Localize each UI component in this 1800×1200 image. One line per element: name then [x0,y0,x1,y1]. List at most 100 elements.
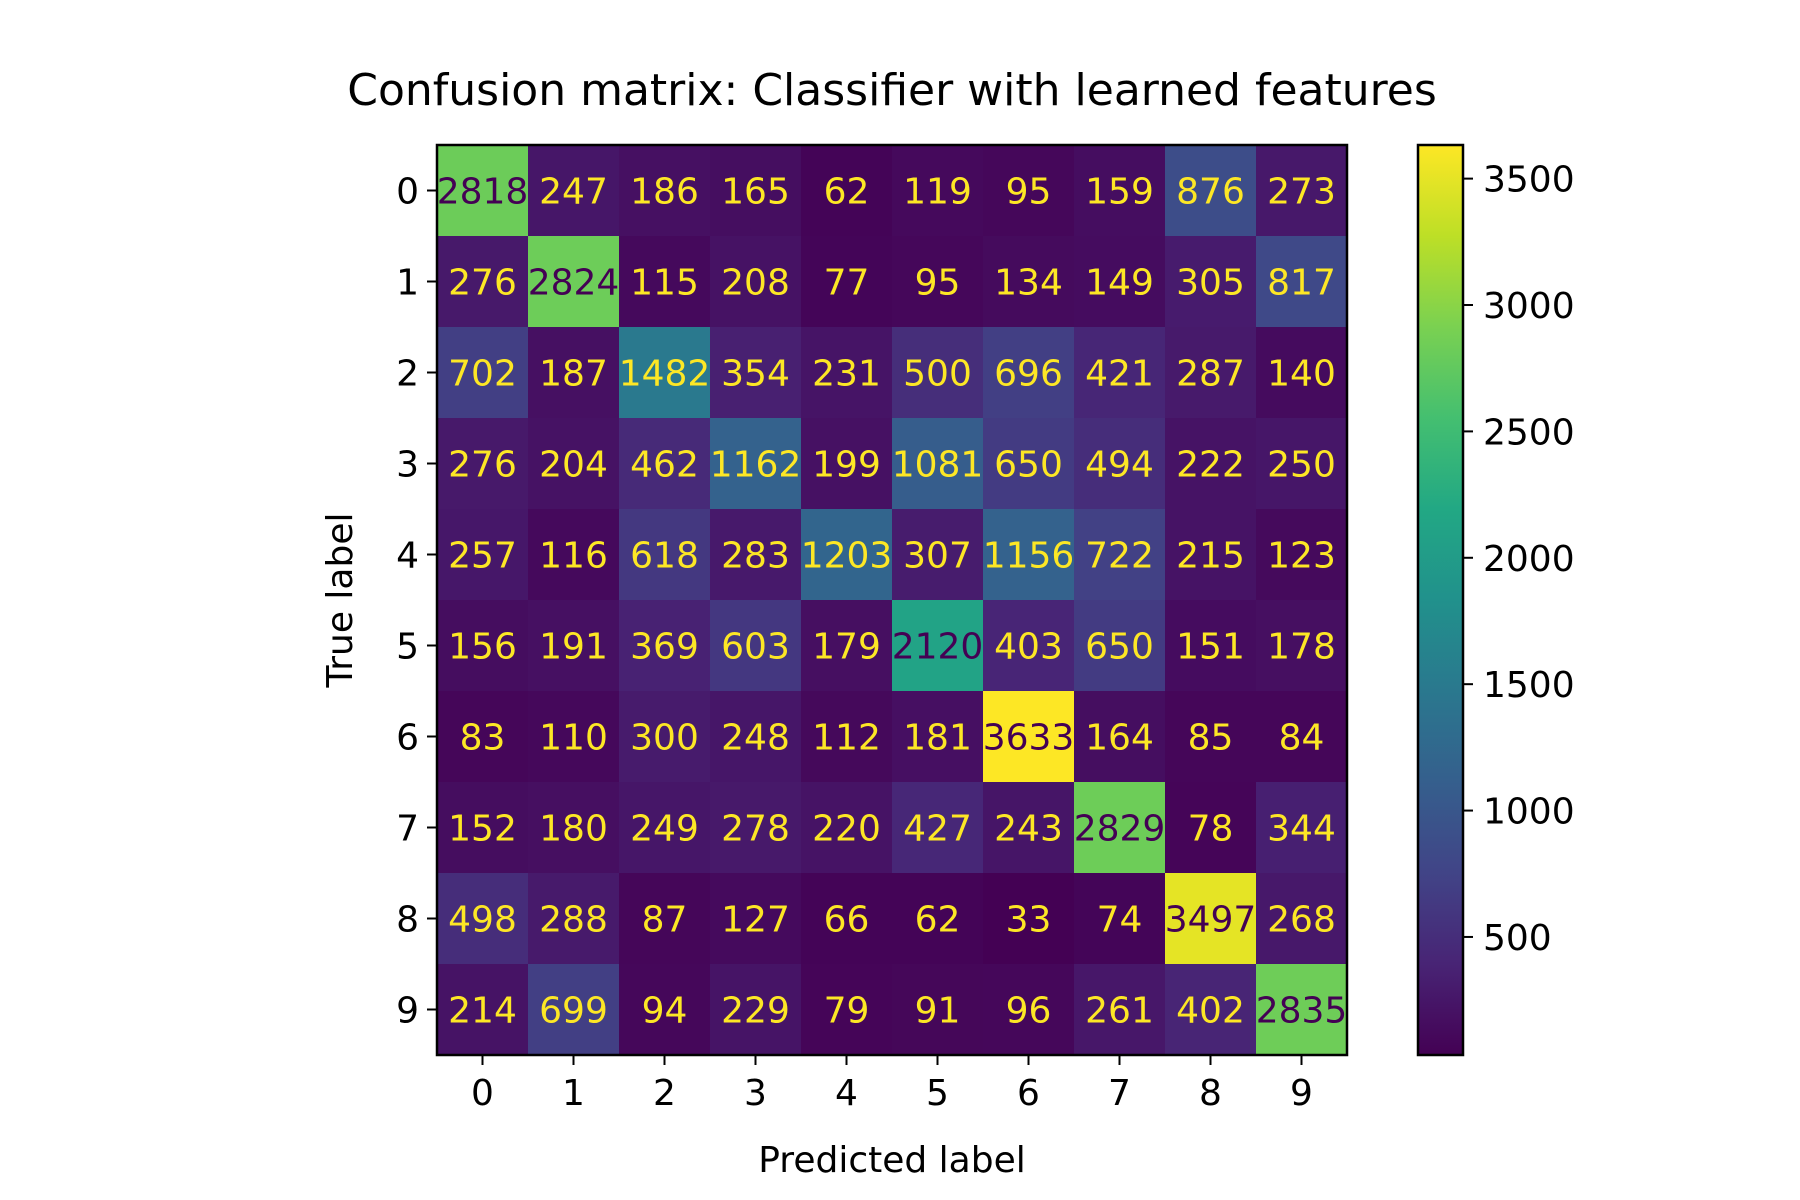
colorbar-ticks: 500 1000 1500 2000 2500 3000 3500 [1463,160,1575,959]
heatmap-cell [1074,509,1166,601]
cell-value-label: 187 [539,354,608,395]
heatmap-cell [1165,236,1257,328]
heatmap-cell [892,600,984,692]
heatmap-cell [1074,600,1166,692]
cell-value-label: 249 [630,809,699,850]
cell-value-label: 722 [1085,536,1154,577]
heatmap-cell [983,873,1075,965]
colorbar-tick-label: 3000 [1483,286,1575,327]
heatmap-cell [892,782,984,874]
heatmap-cell [1165,327,1257,419]
cell-value-label: 215 [1176,536,1245,577]
cell-value-label: 2835 [1256,991,1348,1032]
heatmap-cell [801,600,893,692]
heatmap-cell [710,418,802,510]
cell-value-label: 199 [812,445,881,486]
cell-value-label: 164 [1085,718,1154,759]
heatmap-cell [710,873,802,965]
y-tick-label: 4 [396,536,419,577]
cell-value-label: 119 [903,172,972,213]
cell-value-label: 462 [630,445,699,486]
heatmap-cell [528,236,620,328]
cell-value-label: 2120 [892,627,984,668]
x-tick-label: 9 [1290,1073,1313,1114]
x-axis-label: Predicted label [758,1140,1026,1181]
x-tick-label: 0 [471,1073,494,1114]
heatmap-cell [801,145,893,237]
heatmap-cell [1256,964,1348,1056]
y-tick-label: 9 [396,991,419,1032]
heatmap-cell [1256,145,1348,237]
cell-value-label: 2829 [1074,809,1166,850]
cell-value-label: 3633 [983,718,1075,759]
heatmap-cell [892,873,984,965]
cell-value-labels: 2818 247 186 165 62 119 95 159 876 273 276 2824 115 2… [437,172,1348,1032]
cell-value-label: 112 [812,718,881,759]
cell-value-label: 2824 [528,263,620,304]
y-tick-label: 8 [396,900,419,941]
colorbar-tick-label: 500 [1483,918,1552,959]
x-tick-label: 6 [1017,1073,1040,1114]
heatmap-cell [1256,600,1348,692]
cell-value-label: 278 [721,809,790,850]
cell-value-label: 702 [448,354,517,395]
heatmap-cell [983,782,1075,874]
heatmap-cell [892,691,984,783]
cell-value-label: 283 [721,536,790,577]
colorbar-tick-label: 2000 [1483,539,1575,580]
cell-value-label: 222 [1176,445,1245,486]
cell-value-label: 403 [994,627,1063,668]
heatmap-cell [528,418,620,510]
colorbar [1416,143,1465,1057]
heatmap-cell [710,600,802,692]
cell-value-label: 696 [994,354,1063,395]
heatmap-cell [437,145,529,237]
cell-value-label: 268 [1267,900,1336,941]
cell-value-label: 186 [630,172,699,213]
cell-value-label: 287 [1176,354,1245,395]
cell-value-label: 165 [721,172,790,213]
heatmap-cell [1256,509,1348,601]
heatmap-cell [1074,145,1166,237]
cell-value-label: 1081 [892,445,984,486]
cell-value-label: 152 [448,809,517,850]
cell-value-label: 307 [903,536,972,577]
cell-value-label: 110 [539,718,608,759]
x-tick-label: 8 [1199,1073,1222,1114]
heatmap-cell [892,236,984,328]
heatmap-cell [801,418,893,510]
heatmap-cell [892,418,984,510]
heatmap-cell [1165,418,1257,510]
cell-value-label: 421 [1085,354,1154,395]
cell-value-label: 85 [1188,718,1234,759]
cell-value-label: 66 [824,900,870,941]
cell-value-label: 243 [994,809,1063,850]
cell-value-label: 33 [1006,900,1052,941]
colorbar-tick-label: 2500 [1483,412,1575,453]
cell-value-label: 95 [915,263,961,304]
heatmap-cell [619,236,711,328]
heatmap-cell [1074,964,1166,1056]
cell-value-label: 650 [994,445,1063,486]
heatmap-cell [801,327,893,419]
cell-value-label: 214 [448,991,517,1032]
heatmap-cell [1165,509,1257,601]
y-axis-ticks: 0 1 2 3 4 5 6 7 8 9 [396,172,437,1032]
x-axis-ticks: 0 1 2 3 4 5 6 7 8 9 [471,1055,1313,1114]
cell-value-label: 1162 [710,445,802,486]
heatmap-cell [619,418,711,510]
heatmap-cell [619,964,711,1056]
heatmap-cell [437,964,529,1056]
cell-value-label: 261 [1085,991,1154,1032]
plot-frame [435,143,1349,1057]
heatmap-cell [710,782,802,874]
heatmap-cell [619,873,711,965]
heatmap-cell [801,236,893,328]
cell-value-label: 149 [1085,263,1154,304]
heatmap-cell [528,509,620,601]
cell-value-label: 699 [539,991,608,1032]
cell-value-label: 179 [812,627,881,668]
heatmap-cell [1256,327,1348,419]
cell-value-label: 94 [642,991,688,1032]
